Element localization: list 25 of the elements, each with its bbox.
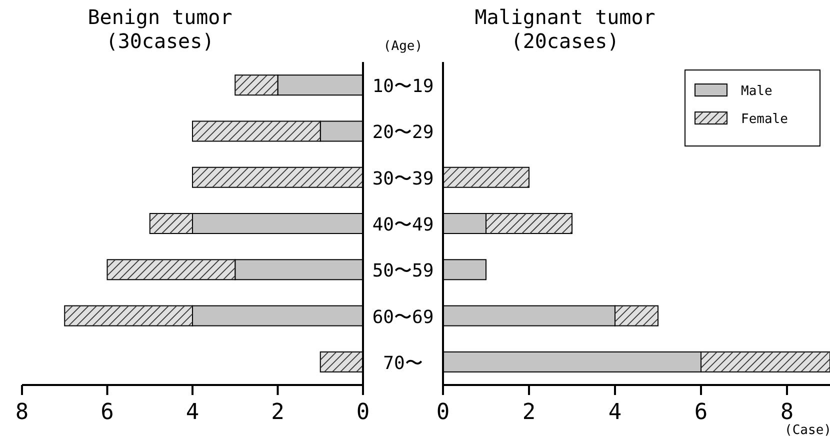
x-tick-label: 8 bbox=[15, 400, 29, 425]
chart-subtitle: (20cases) bbox=[510, 29, 620, 53]
x-tick-label: 2 bbox=[522, 400, 536, 425]
y-tick-label: 70〜 bbox=[383, 352, 423, 374]
x-tick-label: 8 bbox=[780, 400, 794, 425]
legend-label: Female bbox=[741, 112, 788, 127]
x-tick-label: 2 bbox=[271, 400, 284, 425]
y-axis-title: (Age) bbox=[383, 39, 423, 54]
y-tick-label: 60〜69 bbox=[372, 306, 434, 328]
y-tick-label: 30〜39 bbox=[372, 168, 434, 190]
chart-title: Benign tumor bbox=[88, 5, 232, 29]
x-tick-label: 0 bbox=[356, 400, 370, 425]
y-tick-label: 10〜19 bbox=[372, 76, 434, 98]
x-tick-label: 4 bbox=[186, 400, 200, 425]
chart-title: Malignant tumor bbox=[474, 5, 656, 29]
legend-label: Male bbox=[741, 84, 772, 99]
x-tick-label: 6 bbox=[694, 400, 708, 425]
chart-subtitle: (30cases) bbox=[106, 29, 214, 53]
x-tick-label: 6 bbox=[100, 400, 114, 425]
x-axis-title: (Case) bbox=[784, 423, 830, 438]
x-tick-label: 0 bbox=[436, 400, 450, 425]
y-tick-label: 40〜49 bbox=[372, 214, 434, 236]
x-tick-label: 4 bbox=[608, 400, 622, 425]
y-tick-label: 50〜59 bbox=[372, 260, 434, 282]
y-tick-label: 20〜29 bbox=[372, 122, 434, 144]
